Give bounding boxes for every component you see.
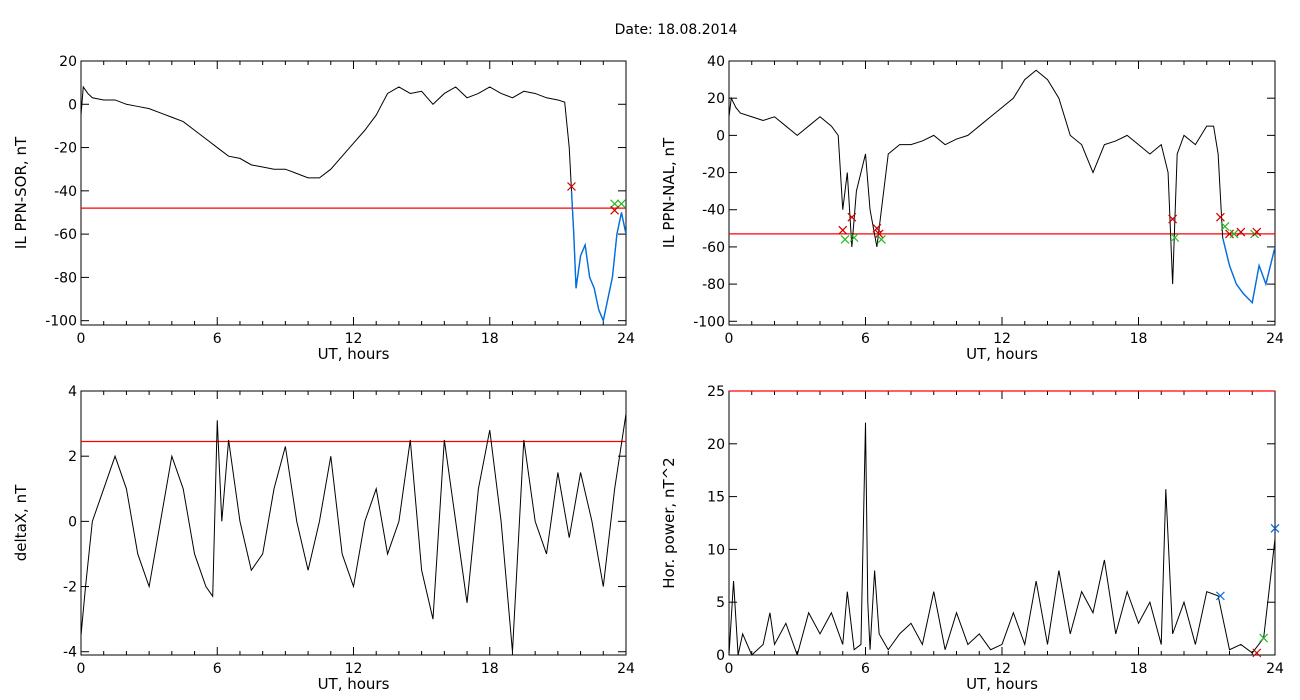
x-tick-label: 12 xyxy=(993,331,1011,347)
y-tick-label: 0 xyxy=(716,648,725,664)
x-tick-label: 0 xyxy=(77,331,86,347)
series-line xyxy=(729,69,1275,304)
x-axis-label: UT, hours xyxy=(966,345,1038,363)
y-tick-label: 5 xyxy=(716,595,725,611)
x-tick-label: 24 xyxy=(1266,661,1284,677)
marker-green xyxy=(877,235,886,244)
highlight-segment xyxy=(1222,237,1275,305)
y-tick-label: -100 xyxy=(693,314,725,330)
marker-green xyxy=(849,233,859,243)
x-tick-label: 0 xyxy=(725,331,734,347)
x-axis-label: UT, hours xyxy=(318,345,390,363)
x-tick-label: 6 xyxy=(861,331,870,347)
y-tick-label: -20 xyxy=(54,141,77,157)
x-tick-label: 6 xyxy=(213,331,222,347)
y-tick-label: 25 xyxy=(707,384,725,400)
y-tick-label: -40 xyxy=(702,203,725,219)
panel-il-ppn-sor: 0 6 12 18 24 20 0 -20 -40 -60 -80 -100 UT, hours IL P… xyxy=(12,54,635,363)
marker-green xyxy=(840,235,850,244)
x-tick-label: 0 xyxy=(77,661,86,677)
y-tick-label: 10 xyxy=(707,542,725,558)
y-tick-label: -40 xyxy=(54,184,77,200)
marker-red xyxy=(847,212,857,222)
y-tick-label: 0 xyxy=(716,128,725,144)
marker-red xyxy=(567,182,576,191)
marker-red xyxy=(874,229,884,239)
marker-green xyxy=(1170,233,1180,243)
marker-blue xyxy=(1215,591,1225,601)
y-tick-label: -60 xyxy=(54,227,77,243)
marker-blue xyxy=(1270,523,1280,533)
x-tick-label: 0 xyxy=(725,661,734,677)
marker-red xyxy=(1236,227,1246,237)
marker-red xyxy=(610,205,620,215)
y-tick-label: 0 xyxy=(68,514,77,530)
y-tick-label: -20 xyxy=(702,166,725,182)
x-tick-label: 24 xyxy=(617,331,635,347)
y-tick-label: -60 xyxy=(702,240,725,256)
y-tick-label: 20 xyxy=(707,91,725,107)
x-tick-label: 12 xyxy=(345,331,363,347)
marker-red xyxy=(838,225,848,235)
x-tick-label: 18 xyxy=(481,661,499,677)
plot-frame xyxy=(80,60,627,326)
figure-title: Date: 18.08.2014 xyxy=(615,22,738,38)
x-tick-label: 18 xyxy=(1130,331,1148,347)
plot-frame xyxy=(728,390,1276,656)
x-tick-label: 18 xyxy=(481,331,499,347)
y-axis-label: Hor. power, nT^2 xyxy=(660,457,678,588)
y-tick-label: 0 xyxy=(68,97,77,113)
highlight-segment xyxy=(570,190,626,324)
y-tick-label: -2 xyxy=(63,580,77,596)
plot-frame xyxy=(728,60,1276,326)
marker-red xyxy=(1252,648,1262,658)
x-tick-label: 18 xyxy=(1130,661,1148,677)
y-tick-label: -80 xyxy=(54,270,77,286)
y-tick-label: 20 xyxy=(59,54,77,70)
series-line xyxy=(729,422,1275,655)
panel-hor-power: 0 6 12 18 24 25 20 15 10 5 0 UT, hours Hor. power, n… xyxy=(660,384,1284,693)
y-axis-label: IL PPN-SOR, nT xyxy=(12,136,30,249)
plot-frame xyxy=(80,390,627,656)
marker-red xyxy=(872,223,882,233)
y-tick-label: 15 xyxy=(707,490,725,506)
x-tick-label: 6 xyxy=(213,661,222,677)
x-axis-label: UT, hours xyxy=(966,675,1038,693)
y-tick-label: 40 xyxy=(707,54,725,70)
marker-green xyxy=(1229,229,1239,239)
x-tick-label: 12 xyxy=(993,661,1011,677)
y-axis-label: deltaX, nT xyxy=(12,484,30,561)
y-tick-label: 2 xyxy=(68,449,77,465)
y-tick-label: -4 xyxy=(63,645,77,661)
marker-green xyxy=(1220,222,1230,231)
y-tick-label: 4 xyxy=(68,384,77,400)
x-tick-label: 12 xyxy=(345,661,363,677)
marker-red xyxy=(1252,227,1262,237)
marker-red xyxy=(1215,212,1225,222)
marker-red xyxy=(1168,214,1178,224)
x-tick-label: 24 xyxy=(1266,331,1284,347)
y-tick-label: 20 xyxy=(707,437,725,453)
x-tick-label: 6 xyxy=(861,661,870,677)
series-line xyxy=(81,413,626,652)
y-tick-label: -100 xyxy=(45,314,77,330)
series-line xyxy=(81,85,626,323)
x-tick-label: 24 xyxy=(617,661,635,677)
y-axis-label: IL PPN-NAL, nT xyxy=(660,137,678,248)
panel-il-ppn-nal: 0 6 12 18 24 40 20 0 -20 -40 -60 -80 -100 UT, hours IL… xyxy=(660,54,1284,363)
marker-green xyxy=(610,199,620,209)
x-axis-label: UT, hours xyxy=(318,675,390,693)
marker-green xyxy=(1259,633,1269,643)
panel-deltax: 0 6 12 18 24 4 2 0 -2 -4 UT, hours deltaX, nT xyxy=(12,384,635,693)
y-tick-label: -80 xyxy=(702,277,725,293)
